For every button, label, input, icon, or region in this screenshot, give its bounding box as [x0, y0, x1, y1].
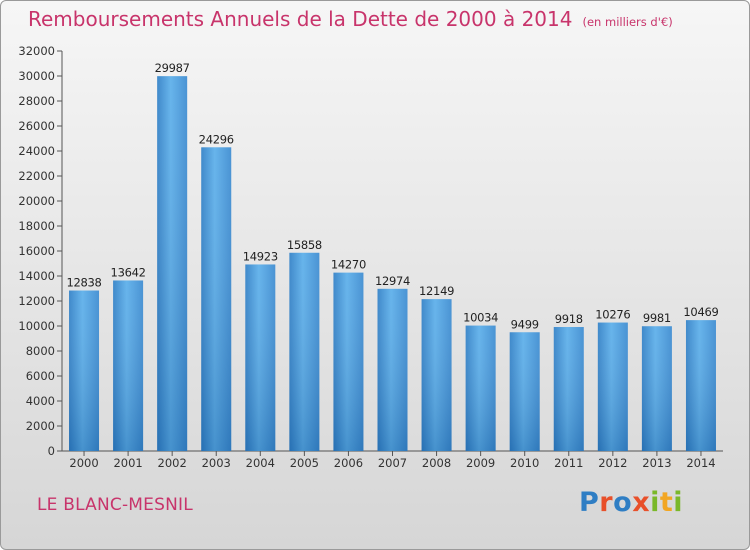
town-name: LE BLANC-MESNIL	[37, 495, 193, 515]
y-tick-label: 32000	[18, 44, 55, 58]
data-label: 14270	[331, 258, 366, 272]
bar-shade	[113, 280, 144, 451]
y-tick-label: 6000	[26, 369, 55, 383]
bar-shade	[465, 325, 496, 451]
bar-shade	[377, 288, 408, 451]
x-tick-label: 2014	[686, 456, 715, 470]
bar-shade	[245, 264, 276, 451]
y-tick-label: 2000	[26, 419, 55, 433]
y-tick-label: 10000	[18, 319, 55, 333]
bar-shade	[421, 299, 452, 451]
x-tick-label: 2005	[290, 456, 319, 470]
x-tick-label: 2012	[598, 456, 627, 470]
y-tick-label: 12000	[18, 294, 55, 308]
logo-letter: r	[599, 487, 614, 518]
bar-shade	[157, 76, 188, 451]
data-label: 10276	[595, 308, 630, 322]
logo-letter: t	[659, 487, 674, 518]
data-label: 15858	[287, 238, 322, 252]
data-label: 14923	[243, 249, 278, 263]
bar-shade	[509, 332, 540, 451]
y-tick-label: 0	[48, 444, 55, 458]
y-tick-label: 18000	[18, 219, 55, 233]
x-tick-label: 2013	[642, 456, 671, 470]
x-tick-label: 2007	[378, 456, 407, 470]
y-tick-label: 14000	[18, 269, 55, 283]
x-tick-label: 2006	[334, 456, 363, 470]
x-tick-label: 2003	[202, 456, 231, 470]
data-label: 10469	[683, 305, 718, 319]
x-tick-label: 2001	[113, 456, 142, 470]
bar-shade	[597, 322, 628, 451]
x-tick-label: 2011	[554, 456, 583, 470]
logo-letter: i	[650, 487, 660, 518]
y-tick-label: 16000	[18, 244, 55, 258]
y-tick-label: 24000	[18, 144, 55, 158]
bar-shade	[333, 272, 364, 451]
y-tick-label: 22000	[18, 169, 55, 183]
logo-letter: x	[632, 487, 651, 518]
bar-shade	[685, 320, 716, 451]
bar-shade	[553, 327, 584, 451]
y-tick-label: 30000	[18, 69, 55, 83]
chart-title: Remboursements Annuels de la Dette de 20…	[28, 7, 573, 31]
logo-letter: P	[579, 487, 600, 518]
x-tick-label: 2010	[510, 456, 539, 470]
logo-letter: o	[613, 487, 633, 518]
y-tick-label: 26000	[18, 119, 55, 133]
y-tick-label: 28000	[18, 94, 55, 108]
data-label: 12838	[66, 276, 101, 290]
x-tick-label: 2008	[422, 456, 451, 470]
data-label: 29987	[155, 61, 190, 75]
data-label: 9981	[643, 311, 671, 325]
data-label: 12149	[419, 284, 454, 298]
data-label: 13642	[111, 265, 146, 279]
y-tick-label: 8000	[26, 344, 55, 358]
data-label: 12974	[375, 274, 410, 288]
x-tick-label: 2009	[466, 456, 495, 470]
x-tick-label: 2000	[69, 456, 98, 470]
bar-shade	[289, 252, 320, 451]
bar-shade	[201, 147, 232, 452]
x-tick-label: 2004	[246, 456, 275, 470]
y-tick-label: 20000	[18, 194, 55, 208]
y-tick-label: 4000	[26, 394, 55, 408]
data-label: 24296	[199, 132, 234, 146]
data-label: 10034	[463, 311, 498, 325]
data-label: 9499	[511, 317, 539, 331]
bar-shade	[69, 290, 100, 451]
logo-letter: i	[673, 487, 684, 518]
chart-title-block: Remboursements Annuels de la Dette de 20…	[28, 7, 673, 31]
proxiti-logo: Proxiti	[579, 487, 683, 518]
x-tick-label: 2002	[158, 456, 187, 470]
chart-subtitle: (en milliers d'€)	[582, 15, 673, 29]
data-label: 9918	[555, 312, 583, 326]
bar-shade	[641, 326, 672, 451]
